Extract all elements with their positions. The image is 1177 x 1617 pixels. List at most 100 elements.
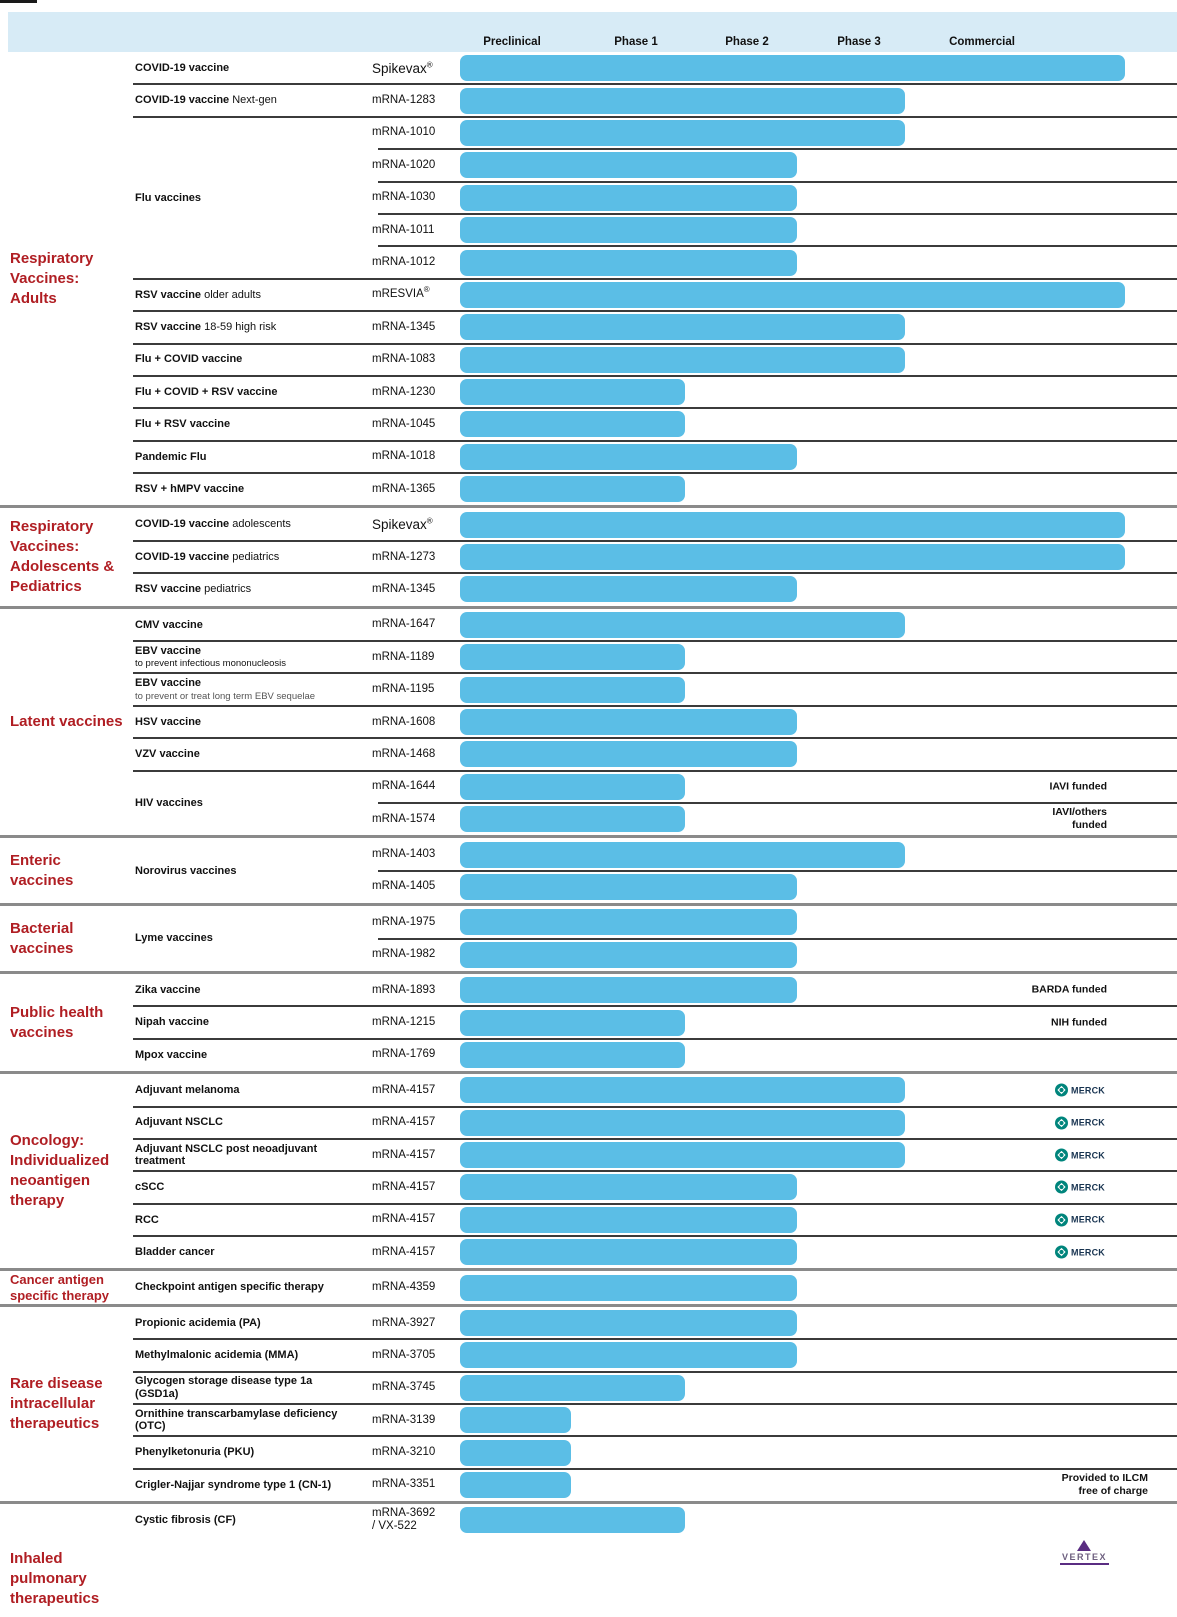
program-name: Nipah vaccine bbox=[135, 1016, 354, 1029]
pipeline-row: mRNA-3139 bbox=[133, 1403, 1177, 1436]
program-name-cell: Phenylketonuria (PKU) bbox=[128, 1436, 360, 1468]
program-items: mRNA-1283 bbox=[133, 83, 1177, 116]
phase-track bbox=[460, 408, 1177, 440]
program-name-main: Phenylketonuria (PKU) bbox=[135, 1446, 255, 1459]
program-list: CMV vaccine mRNA-1647 EBV vaccine to preven… bbox=[128, 609, 1177, 836]
candidate-code: mRNA-1769 bbox=[372, 1048, 436, 1061]
program-name: COVID-19 vaccine bbox=[135, 62, 354, 75]
phase-bar-commercial bbox=[460, 544, 1125, 571]
merck-wordmark: MERCK bbox=[1071, 1150, 1105, 1161]
candidate-code-line2: / VX-522 bbox=[372, 1520, 417, 1533]
pipeline-row: mRNA-1045 bbox=[133, 407, 1177, 440]
program-items: mRNA-3210 bbox=[133, 1435, 1177, 1468]
program-name: Bladder cancer bbox=[135, 1246, 354, 1259]
program-items: mRNA-4157 MERCK bbox=[133, 1235, 1177, 1268]
pipeline-row: mRNA-1020 bbox=[360, 148, 1177, 181]
candidate-code: mRNA-3745 bbox=[372, 1381, 436, 1394]
subrow-separator-line bbox=[378, 869, 1177, 872]
vertex-logo: VERTEX bbox=[1059, 1540, 1109, 1566]
merck-logo: MERCK bbox=[1055, 1116, 1105, 1130]
program-list: Lyme vaccines mRNA-1975 mRNA-1982 bbox=[128, 906, 1177, 971]
merck-logo: MERCK bbox=[1055, 1245, 1105, 1259]
phase-bar-phase2 bbox=[460, 152, 797, 179]
program-name-cell: Checkpoint antigen specific therapy bbox=[128, 1271, 360, 1303]
program-list: Propionic acidemia (PA) mRNA-3927 Methylma… bbox=[128, 1307, 1177, 1501]
candidate-code: mRNA-1012 bbox=[372, 256, 436, 269]
candidate-code: mRNA-4157 bbox=[372, 1213, 436, 1226]
phase-track bbox=[460, 706, 1177, 738]
candidate-code: mRNA-1083 bbox=[372, 353, 436, 366]
pipeline-row: mRNA-4157 MERCK bbox=[133, 1235, 1177, 1268]
program-row: HIV vaccines mRNA-1644 IAVI funded mRNA-157… bbox=[128, 769, 1177, 836]
program-name-cell: Crigler-Najjar syndrome type 1 (CN-1) bbox=[128, 1469, 360, 1501]
program-separator-line bbox=[133, 1202, 1177, 1205]
phase-bar-phase3 bbox=[460, 1109, 905, 1136]
program-list: Cystic fibrosis (CF) mRNA-3692/ VX-522 VER… bbox=[128, 1504, 1177, 1617]
candidate-code-cell: mRNA-1345 bbox=[360, 311, 460, 343]
pipeline-row: mRNA-1644 IAVI funded bbox=[133, 769, 1177, 803]
phase-bar-phase3 bbox=[460, 1077, 905, 1104]
phase-bar-phase2 bbox=[460, 1310, 797, 1337]
program-items: mRNA-1189 bbox=[133, 640, 1177, 673]
subrow-separator-line bbox=[378, 245, 1177, 248]
phase-bar-phase1 bbox=[460, 773, 685, 800]
phase-bar-phase2 bbox=[460, 873, 797, 900]
program-separator-line bbox=[133, 769, 1177, 772]
program-row: cSCC mRNA-4157 MERCK bbox=[128, 1170, 1177, 1203]
phase-bar-phase1 bbox=[460, 476, 685, 503]
candidate-code: mRNA-4359 bbox=[372, 1281, 436, 1294]
program-name-main: Flu + COVID vaccine bbox=[135, 353, 243, 366]
candidate-code-cell: mRNA-1647 bbox=[360, 609, 460, 641]
program-name: Adjuvant NSCLC bbox=[135, 1116, 354, 1129]
phase-bar-phase1 bbox=[460, 1009, 685, 1036]
phase-bar-preclinical bbox=[460, 1471, 571, 1498]
program-name-main: Adjuvant NSCLC bbox=[135, 1116, 223, 1129]
program-name-qualifier: Next-gen bbox=[229, 94, 277, 107]
program-row: VZV vaccine mRNA-1468 bbox=[128, 737, 1177, 770]
phase-track bbox=[460, 441, 1177, 473]
program-name: Adjuvant melanoma bbox=[135, 1084, 354, 1097]
candidate-code-cell: mRESVIA® bbox=[360, 279, 460, 311]
program-name-main: COVID-19 vaccine bbox=[135, 94, 230, 107]
candidate-code: mRNA-4157 bbox=[372, 1245, 436, 1258]
phase-bar-phase3 bbox=[460, 346, 905, 373]
program-name-qualifier: pediatrics bbox=[229, 550, 280, 563]
program-separator-line bbox=[133, 1105, 1177, 1108]
candidate-code: mRNA-3692 bbox=[372, 1507, 436, 1520]
phase-track bbox=[460, 182, 1177, 214]
candidate-code-cell: mRNA-1468 bbox=[360, 738, 460, 770]
program-subtitle: to prevent infectious mononucleosis bbox=[135, 658, 287, 670]
pipeline-row: mRNA-4157 MERCK bbox=[133, 1137, 1177, 1171]
pipeline-row: mRNA-1215 NIH funded bbox=[133, 1005, 1177, 1038]
vertex-triangle-icon bbox=[1077, 1540, 1092, 1552]
program-name-cell: Flu vaccines bbox=[128, 117, 360, 279]
program-row: Flu vaccines mRNA-1010 mRNA-1020 mRNA-1030 m… bbox=[128, 115, 1177, 279]
phase-bar-phase1 bbox=[460, 806, 685, 833]
candidate-code: mRNA-1574 bbox=[372, 812, 436, 825]
pipeline-row: mRNA-1403 bbox=[360, 838, 1177, 870]
merck-wordmark: MERCK bbox=[1071, 1182, 1105, 1193]
candidate-code-cell: mRNA-1273 bbox=[360, 541, 460, 573]
pipeline-row: mRNA-1018 bbox=[133, 439, 1177, 473]
program-name: Glycogen storage disease type 1a (GSD1a) bbox=[135, 1375, 354, 1400]
program-separator-line bbox=[133, 704, 1177, 707]
program-name: HSV vaccine bbox=[135, 716, 354, 729]
merck-logo: MERCK bbox=[1055, 1180, 1105, 1194]
program-items: mRNA-1403 mRNA-1405 bbox=[360, 838, 1177, 903]
program-name-main: RSV vaccine bbox=[135, 321, 202, 334]
program-separator-line bbox=[133, 1403, 1177, 1406]
merck-circle-icon bbox=[1055, 1213, 1068, 1227]
pipeline-group: Public health vaccines Zika vaccine mRNA-1… bbox=[0, 970, 1177, 1071]
program-name-cell: Lyme vaccines bbox=[128, 906, 360, 971]
category-label: Respiratory Vaccines: Adolescents & Pedi… bbox=[10, 518, 115, 596]
category-cell: Latent vaccines bbox=[0, 609, 128, 836]
pipeline-group: Respiratory Vaccines: Adults COVID-19 vac… bbox=[0, 52, 1177, 505]
program-separator-line bbox=[133, 672, 1177, 675]
program-name-main: Ornithine transcarbamylase deficiency (O… bbox=[135, 1407, 338, 1433]
program-items: mRNA-1230 bbox=[133, 374, 1177, 408]
phase-track: IAVI funded bbox=[460, 771, 1177, 803]
pipeline-row: mRNA-1608 bbox=[133, 704, 1177, 738]
program-subtitle: to prevent or treat long term EBV sequel… bbox=[135, 690, 316, 702]
candidate-code-cell: mRNA-1283 bbox=[360, 84, 460, 116]
phase-track bbox=[460, 673, 1177, 705]
